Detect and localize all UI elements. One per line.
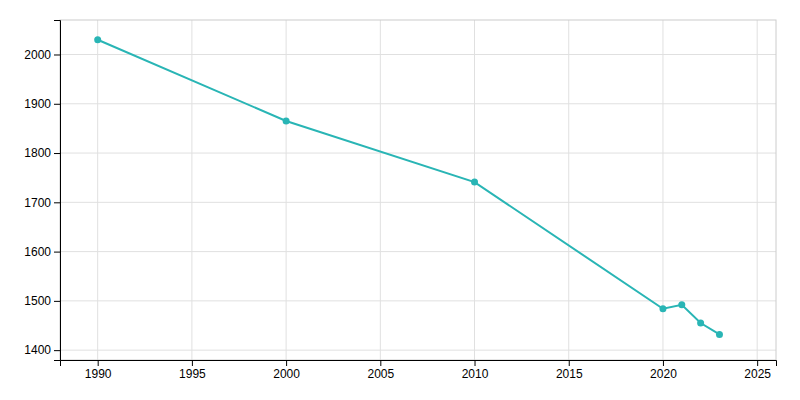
y-tick-label: 1600 (24, 245, 51, 259)
y-tick-mark (54, 54, 60, 55)
y-grid-line (60, 103, 776, 104)
y-tick: 1700 (24, 196, 60, 210)
y-tick: 1400 (24, 343, 60, 357)
y-tick-mark (54, 104, 60, 105)
x-tick-label: 2015 (556, 367, 583, 381)
marker (283, 118, 290, 125)
x-tick-label: 2000 (273, 367, 300, 381)
x-grid-line (568, 20, 569, 360)
y-tick: 1500 (24, 294, 60, 308)
x-tick-label: 2010 (462, 367, 489, 381)
x-axis: 1990 1995 2000 2005 2010 2015 2020 2025 (61, 360, 777, 381)
y-tick-label: 2000 (24, 48, 51, 62)
x-tick-mark (380, 360, 381, 366)
y-tick: 1900 (24, 97, 60, 111)
y-tick-label: 1400 (24, 343, 51, 357)
series (94, 36, 723, 338)
marker (94, 36, 101, 43)
marker (716, 331, 723, 338)
x-grid-line (286, 20, 287, 360)
plot-frame (60, 20, 776, 360)
x-tick: 2000 (273, 360, 300, 381)
y-tick-mark (54, 153, 60, 154)
y-tick-label: 1500 (24, 294, 51, 308)
y-grid-line (60, 251, 776, 252)
x-tick-mark (192, 360, 193, 366)
x-tick: 2020 (650, 360, 677, 381)
x-tick-label: 2025 (744, 367, 771, 381)
x-tick-mark (569, 360, 570, 366)
x-tick: 2025 (744, 360, 771, 381)
y-tick: 2000 (24, 48, 60, 62)
y-axis-line (54, 21, 61, 361)
grid (60, 20, 776, 360)
x-tick-label: 1995 (179, 367, 206, 381)
y-grid-line (60, 202, 776, 203)
line (98, 40, 720, 335)
chart: 1990 1995 2000 2005 2010 2015 2020 2025 1400 1500… (0, 0, 800, 400)
y-tick-mark (54, 252, 60, 253)
y-tick-mark (54, 202, 60, 203)
x-tick-label: 2020 (650, 367, 677, 381)
x-grid-line (474, 20, 475, 360)
x-grid-line (757, 20, 758, 360)
x-grid-line (380, 20, 381, 360)
y-tick-label: 1800 (24, 146, 51, 160)
x-tick: 2005 (367, 360, 394, 381)
x-grid-line (97, 20, 98, 360)
x-tick: 2015 (556, 360, 583, 381)
x-tick-mark (663, 360, 664, 366)
marker (659, 305, 666, 312)
y-grid-line (60, 350, 776, 351)
x-tick-mark (98, 360, 99, 366)
x-tick-mark (475, 360, 476, 366)
x-tick: 1995 (179, 360, 206, 381)
y-grid-line (60, 153, 776, 154)
y-tick-mark (54, 301, 60, 302)
marker (471, 179, 478, 186)
x-tick-mark (757, 360, 758, 366)
x-grid-line (191, 20, 192, 360)
marker (697, 320, 704, 327)
x-tick-label: 1990 (85, 367, 112, 381)
y-grid-line (60, 54, 776, 55)
y-tick-mark (54, 350, 60, 351)
y-tick: 1800 (24, 146, 60, 160)
x-tick: 1990 (85, 360, 112, 381)
y-tick: 1600 (24, 245, 60, 259)
y-axis: 1400 1500 1600 1700 1800 1900 2000 (24, 21, 60, 361)
y-tick-label: 1900 (24, 97, 51, 111)
y-grid-line (60, 300, 776, 301)
y-tick-label: 1700 (24, 196, 51, 210)
x-tick-mark (286, 360, 287, 366)
x-tick: 2010 (462, 360, 489, 381)
x-axis-line (61, 361, 777, 367)
plot-area: 1990 1995 2000 2005 2010 2015 2020 2025 1400 1500… (24, 20, 776, 381)
x-tick-label: 2005 (367, 367, 394, 381)
marker (678, 301, 685, 308)
